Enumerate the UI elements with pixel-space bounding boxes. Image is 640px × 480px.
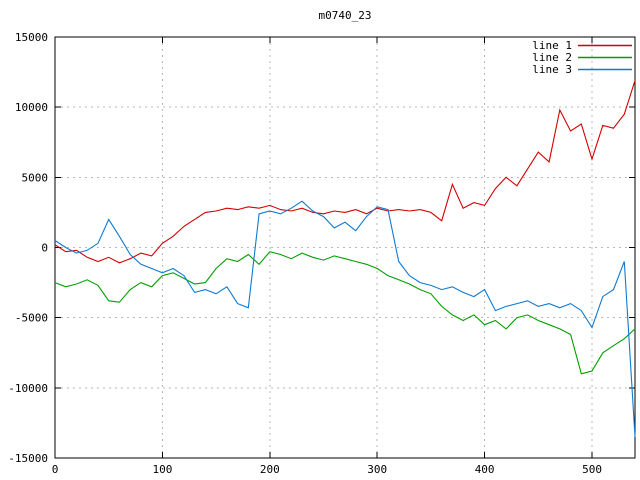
x-tick-label: 400	[475, 463, 495, 476]
tick-layer: 0 100 200 300 400 500 -15000 -10000 -5000 0 5000 10…	[8, 31, 635, 476]
chart-title: m0740_23	[319, 9, 372, 22]
legend: line 1 line 2 line 3	[532, 39, 632, 76]
y-tick-label: 10000	[15, 101, 48, 114]
legend-label-line2: line 2	[532, 51, 572, 64]
series-line-3	[54, 200, 636, 437]
grid-layer	[54, 36, 635, 459]
legend-label-line1: line 1	[532, 39, 572, 52]
x-tick-label: 0	[52, 463, 59, 476]
y-tick-label: -15000	[8, 452, 48, 465]
y-tick-label: 0	[41, 242, 48, 255]
series-layer	[54, 80, 636, 437]
legend-label-line3: line 3	[532, 63, 572, 76]
y-tick-label: 5000	[22, 171, 49, 184]
x-tick-label: 300	[367, 463, 387, 476]
x-tick-label: 200	[260, 463, 280, 476]
y-tick-label: -10000	[8, 382, 48, 395]
series-line-1	[54, 80, 636, 264]
series-line-2	[54, 251, 636, 375]
y-tick-label: 15000	[15, 31, 48, 44]
x-tick-label: 500	[582, 463, 602, 476]
y-tick-label: -5000	[15, 312, 48, 325]
x-tick-label: 100	[152, 463, 172, 476]
